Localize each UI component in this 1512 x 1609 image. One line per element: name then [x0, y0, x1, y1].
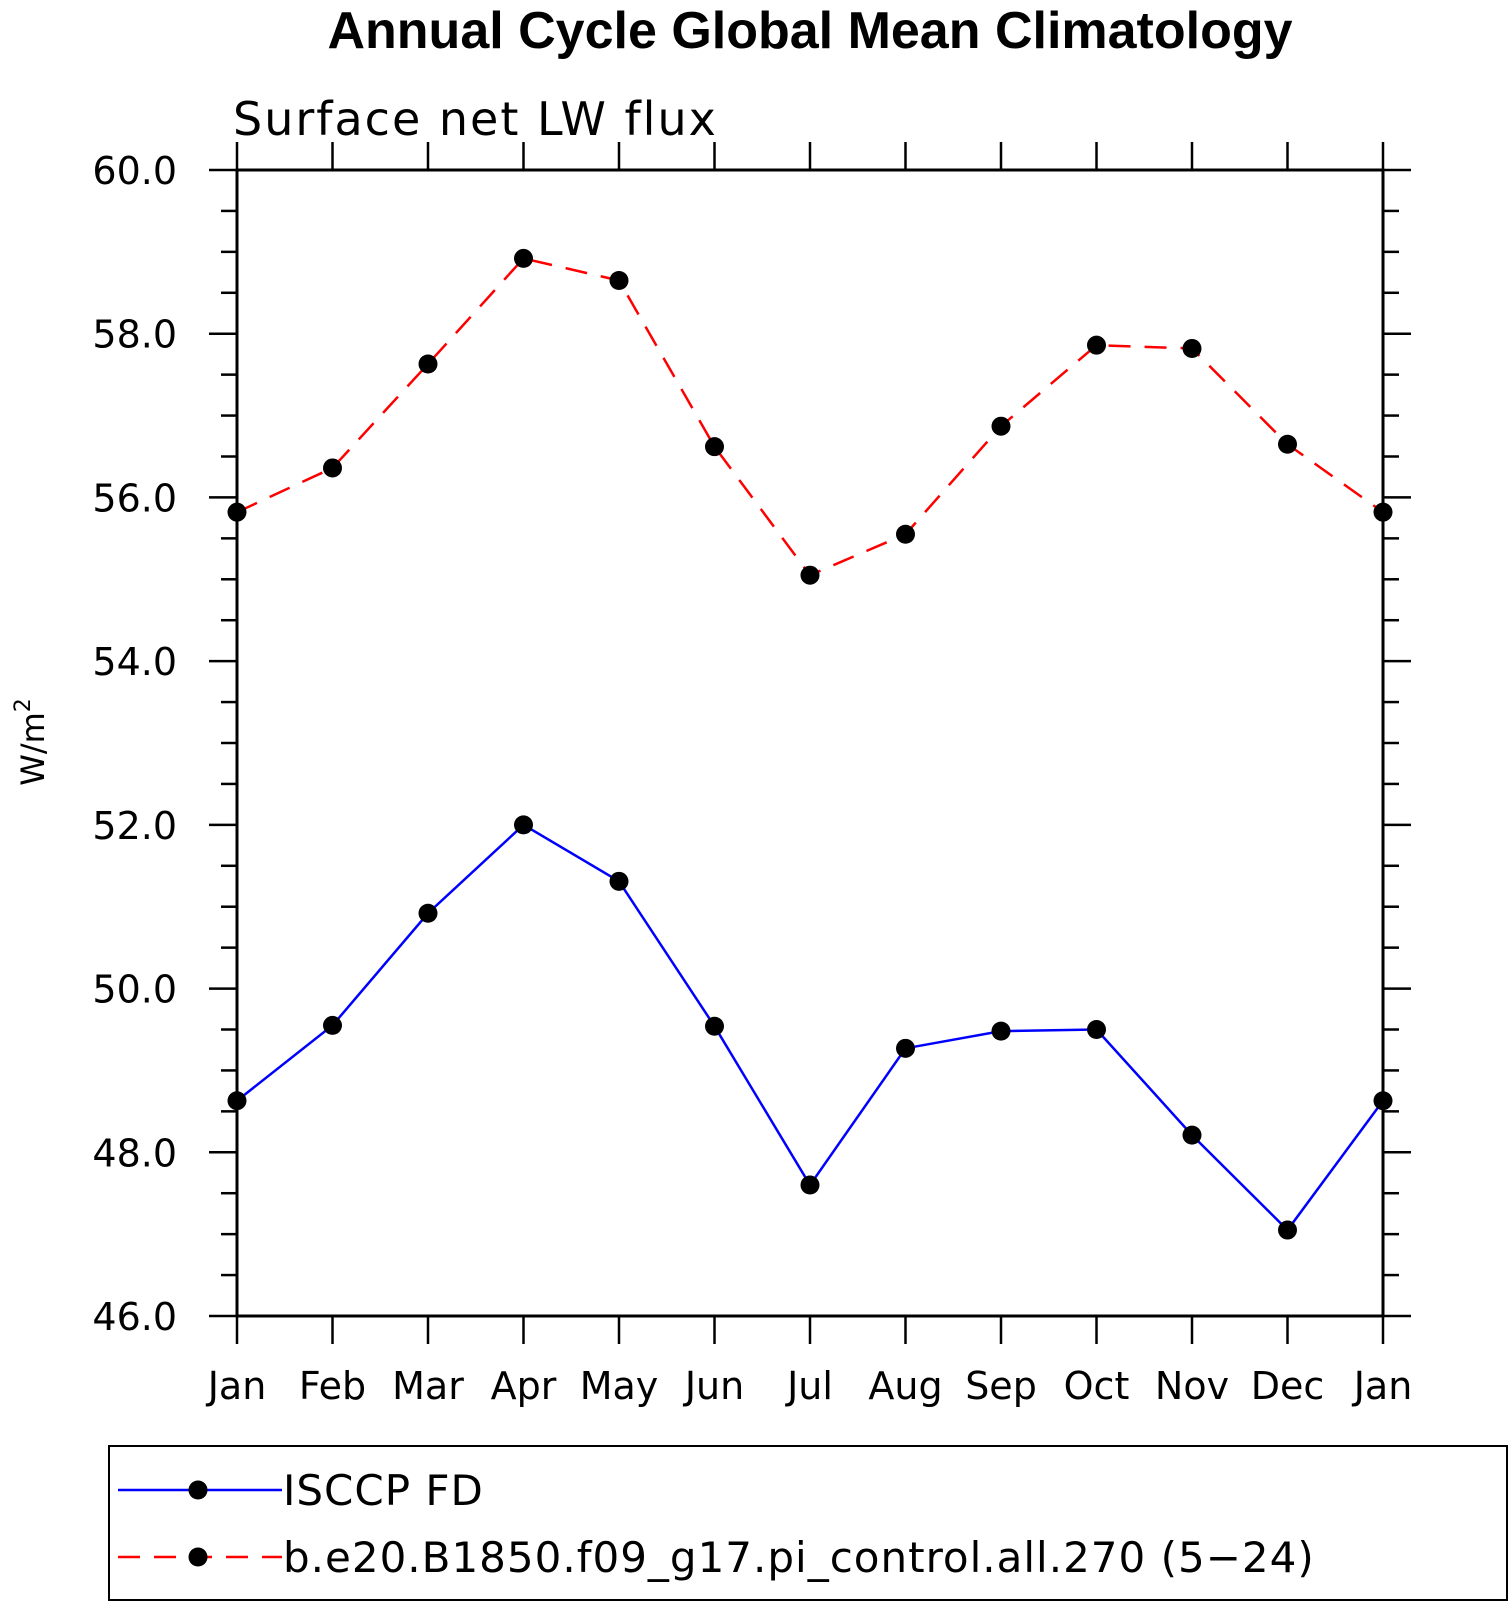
data-point	[1182, 1125, 1202, 1145]
legend-marker-1	[188, 1480, 208, 1500]
data-point	[323, 1015, 342, 1035]
data-point	[1278, 1220, 1297, 1240]
data-point	[896, 1038, 915, 1058]
y-axis-label-superscript: 2	[11, 698, 36, 712]
data-point	[227, 502, 247, 522]
x-tick-label: Nov	[1155, 1364, 1229, 1408]
y-axis-label: W/m2	[11, 698, 52, 786]
x-tick-label: Aug	[868, 1364, 942, 1408]
data-point	[800, 1175, 820, 1195]
chart-subtitle: Surface net LW flux	[233, 92, 718, 146]
data-point	[1373, 502, 1393, 522]
y-tick-label: 46.0	[92, 1295, 177, 1339]
data-point	[418, 903, 438, 923]
y-tick-label: 52.0	[92, 804, 177, 848]
x-tick-label: Dec	[1251, 1364, 1325, 1408]
x-tick-label: Jan	[1352, 1364, 1413, 1408]
data-point	[1087, 335, 1106, 355]
x-tick-label: Sep	[965, 1364, 1037, 1408]
data-point	[609, 271, 629, 291]
y-tick-label: 58.0	[92, 313, 177, 357]
data-point	[991, 416, 1011, 436]
x-tick-label: Jun	[683, 1364, 744, 1408]
chart-title: Annual Cycle Global Mean Climatology	[327, 2, 1292, 60]
x-tick-label: Oct	[1064, 1364, 1130, 1408]
data-point	[514, 248, 533, 268]
data-point	[1373, 1091, 1393, 1111]
x-tick-label: Jul	[785, 1364, 833, 1408]
y-tick-label: 60.0	[92, 149, 177, 193]
data-point	[1182, 338, 1202, 358]
y-tick-label: 56.0	[92, 476, 177, 520]
legend-entry-2: b.e20.B1850.f09_g17.pi_control.all.270 (…	[283, 1533, 1315, 1582]
data-point	[418, 354, 438, 374]
data-point	[896, 524, 915, 544]
data-point	[800, 565, 820, 585]
data-point	[323, 458, 342, 478]
y-axis-label-unit: W/m	[14, 712, 52, 786]
data-point	[705, 1016, 724, 1036]
legend-marker-2	[188, 1547, 208, 1567]
y-tick-label: 54.0	[92, 640, 177, 684]
data-point	[227, 1091, 247, 1111]
plot-area: 46.0 48.0 50.0 52.0 54.0 56.0 58.0 60.0 Jan Feb Ma…	[92, 142, 1412, 1408]
data-point	[1278, 434, 1297, 454]
series-line-2	[236, 257, 1384, 577]
data-point	[1087, 1020, 1106, 1039]
data-point	[609, 871, 629, 891]
x-tick-label: Jan	[206, 1364, 267, 1408]
series-line-1	[236, 823, 1385, 1232]
x-tick-label: Apr	[491, 1364, 557, 1408]
legend: ISCCP FD b.e20.B1850.f09_g17.pi_control.a…	[108, 1445, 1508, 1601]
data-point	[991, 1021, 1011, 1041]
x-tick-label: Mar	[392, 1364, 464, 1408]
data-point	[705, 437, 724, 457]
x-tick-label: Feb	[299, 1364, 366, 1408]
legend-entry-1: ISCCP FD	[283, 1466, 484, 1515]
data-point	[514, 815, 533, 835]
x-tick-label: May	[580, 1364, 659, 1408]
plot-frame	[235, 168, 1385, 1318]
y-tick-label: 50.0	[92, 968, 177, 1012]
legend-box	[108, 1445, 1508, 1601]
y-tick-label: 48.0	[92, 1131, 177, 1175]
